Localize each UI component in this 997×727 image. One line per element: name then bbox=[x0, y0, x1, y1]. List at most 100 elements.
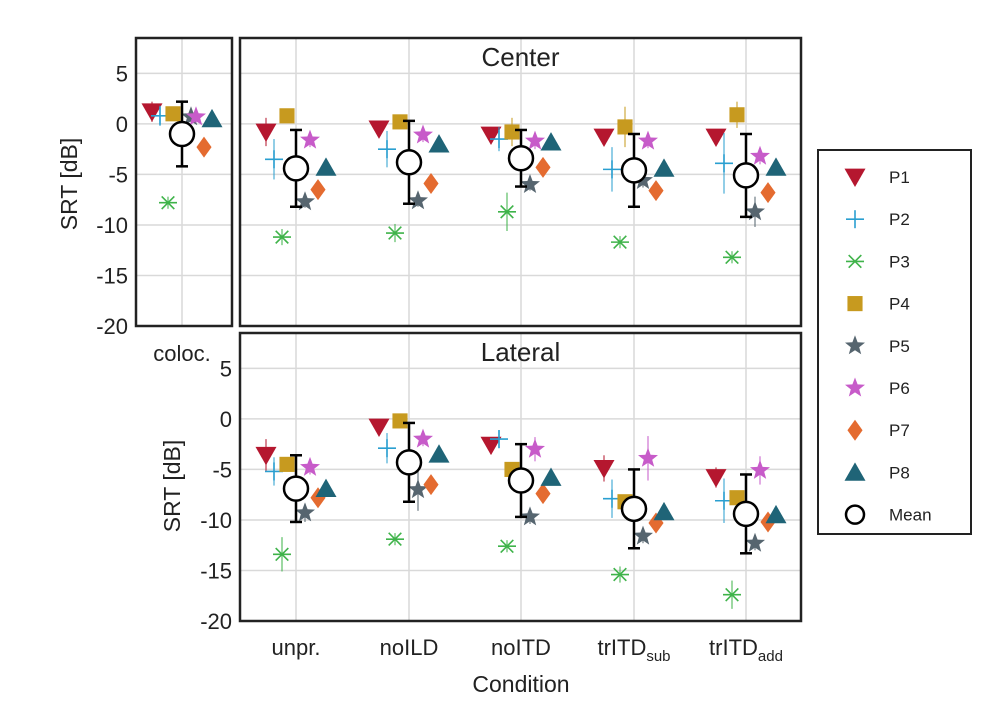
marker-p7 bbox=[196, 136, 212, 158]
marker-p1 bbox=[255, 446, 277, 466]
marker-mean bbox=[507, 467, 535, 494]
marker-p7 bbox=[648, 180, 664, 202]
marker-p1 bbox=[368, 120, 390, 139]
marker-p6 bbox=[413, 428, 433, 448]
legend-label: P5 bbox=[889, 337, 910, 356]
x-tick-label: noILD bbox=[380, 635, 439, 660]
marker-p8 bbox=[653, 501, 675, 521]
legend-label: P2 bbox=[889, 210, 910, 229]
marker-p3 bbox=[611, 235, 629, 249]
marker-p7 bbox=[535, 483, 551, 505]
category-group bbox=[368, 114, 450, 243]
marker-p2 bbox=[715, 154, 733, 173]
marker-mean bbox=[507, 145, 535, 172]
marker-p6 bbox=[638, 130, 658, 150]
marker-p8 bbox=[540, 467, 562, 486]
marker-p3 bbox=[273, 230, 291, 244]
legend-marker bbox=[844, 504, 866, 525]
legend-label: P7 bbox=[889, 421, 910, 440]
marker-p7 bbox=[423, 474, 439, 496]
marker-p3 bbox=[498, 539, 516, 554]
marker-p4 bbox=[279, 108, 295, 124]
category-group bbox=[255, 108, 337, 246]
category-group bbox=[593, 436, 675, 583]
marker-p4 bbox=[165, 106, 181, 122]
marker-mean bbox=[395, 449, 423, 476]
marker-p7 bbox=[648, 512, 664, 534]
marker-p6 bbox=[413, 124, 433, 144]
y-tick-label: 0 bbox=[220, 407, 232, 432]
legend-marker bbox=[847, 296, 863, 312]
marker-p4 bbox=[392, 413, 408, 429]
y-tick-label: 5 bbox=[116, 61, 128, 86]
legend-marker bbox=[845, 335, 865, 355]
category-group bbox=[480, 430, 562, 554]
marker-p4 bbox=[729, 107, 745, 123]
y-tick-label: 5 bbox=[220, 356, 232, 381]
legend-item-p1: P1 bbox=[844, 168, 910, 187]
marker-p5 bbox=[408, 479, 428, 499]
y-axis-label-bottom: SRT [dB] bbox=[159, 440, 185, 532]
legend-marker bbox=[844, 462, 866, 481]
marker-mean bbox=[282, 155, 310, 182]
marker-p1 bbox=[705, 469, 727, 488]
category-group bbox=[593, 106, 675, 249]
legend-marker bbox=[846, 254, 864, 269]
marker-mean bbox=[620, 157, 648, 184]
marker-p8 bbox=[765, 157, 787, 176]
marker-p5 bbox=[520, 174, 540, 193]
marker-p8 bbox=[540, 132, 562, 151]
marker-p1 bbox=[141, 103, 163, 122]
marker-p1 bbox=[255, 123, 277, 142]
marker-p7 bbox=[423, 173, 439, 195]
y-tick-label: -15 bbox=[200, 558, 232, 583]
category-group bbox=[705, 456, 787, 609]
marker-p3 bbox=[611, 567, 629, 582]
category-group bbox=[368, 413, 450, 547]
marker-p5 bbox=[745, 532, 765, 552]
marker-p8 bbox=[201, 108, 223, 128]
x-tick-label: trITDadd bbox=[709, 635, 783, 665]
y-tick-label: -10 bbox=[200, 508, 232, 533]
marker-p3 bbox=[723, 587, 741, 602]
grid-coloc bbox=[136, 38, 232, 327]
marker-p1 bbox=[368, 418, 390, 437]
marker-p4 bbox=[504, 124, 520, 140]
marker-p6 bbox=[186, 106, 206, 126]
marker-p1 bbox=[593, 460, 615, 479]
category-group bbox=[705, 101, 787, 265]
legend-item-p6: P6 bbox=[845, 377, 910, 398]
marker-p4 bbox=[617, 119, 633, 135]
marker-p3 bbox=[273, 547, 291, 562]
legend-marker bbox=[847, 419, 863, 441]
legend-box bbox=[817, 149, 972, 535]
y-tick-label: -20 bbox=[96, 314, 128, 339]
marker-p3 bbox=[723, 250, 741, 265]
marker-p5 bbox=[295, 502, 315, 522]
marker-mean bbox=[732, 162, 760, 189]
x-tick-label: trITDsub bbox=[597, 635, 670, 665]
marker-p1 bbox=[480, 436, 502, 456]
panel-frame bbox=[238, 331, 803, 623]
legend-marker bbox=[844, 168, 866, 187]
y-tick-label: -10 bbox=[96, 213, 128, 238]
legend-item-p5: P5 bbox=[845, 335, 910, 356]
marker-p8 bbox=[653, 158, 675, 177]
x-tick-label: noITD bbox=[491, 635, 551, 660]
marker-p3 bbox=[386, 532, 404, 547]
marker-p2 bbox=[378, 140, 396, 159]
marker-p8 bbox=[315, 478, 337, 498]
legend-marker bbox=[845, 377, 865, 397]
marker-p6 bbox=[750, 145, 770, 165]
marker-p6 bbox=[525, 130, 545, 150]
category-group bbox=[480, 117, 562, 232]
marker-p5 bbox=[745, 201, 765, 221]
marker-p5 bbox=[520, 506, 540, 526]
legend-marker bbox=[846, 210, 864, 229]
marker-p1 bbox=[705, 128, 727, 148]
panel-coloc: 5 0 -5 -10 -15 -20 coloc. bbox=[96, 36, 234, 366]
marker-p1 bbox=[593, 128, 615, 148]
marker-p2 bbox=[265, 150, 283, 169]
marker-p7 bbox=[310, 179, 326, 201]
legend-label: P1 bbox=[889, 168, 910, 187]
